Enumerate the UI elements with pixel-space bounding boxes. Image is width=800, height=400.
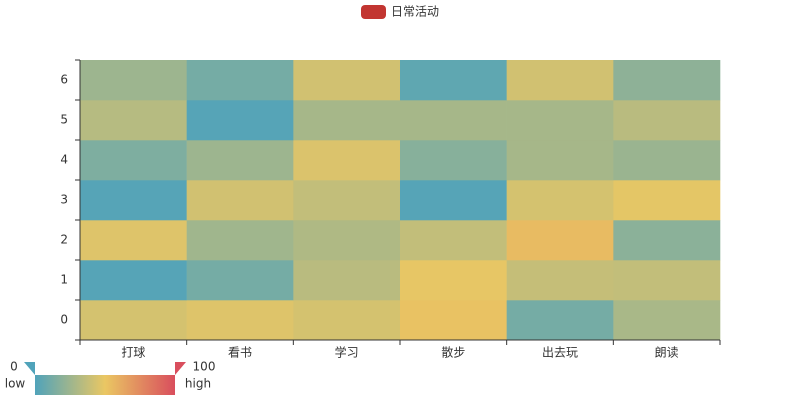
heatmap-cell: [80, 220, 187, 261]
heatmap-cell: [613, 100, 721, 141]
visual-map-handle: [175, 362, 186, 375]
heatmap-cell: [293, 60, 401, 101]
heatmap-cell: [186, 260, 294, 301]
y-tick-label: 1: [60, 273, 68, 287]
x-tick-label: 散步: [441, 345, 465, 360]
heatmap-cell: [80, 140, 187, 181]
y-tick-label: 6: [60, 73, 68, 87]
visual-map-handle: [24, 362, 35, 375]
heatmap-cell: [293, 300, 401, 341]
heatmap-cell: [400, 140, 507, 181]
heatmap-cell: [506, 260, 614, 301]
heatmap-cell: [506, 300, 614, 341]
heatmap-cell: [400, 180, 507, 221]
heatmap-cell: [293, 220, 401, 261]
y-tick-label: 0: [60, 313, 68, 327]
legend-label[interactable]: 日常活动: [391, 5, 439, 19]
visual-map-bar: [35, 375, 175, 395]
heatmap-cell: [506, 180, 614, 221]
y-tick-label: 4: [60, 153, 68, 167]
heatmap-cell: [80, 60, 187, 101]
y-tick-label: 5: [60, 113, 68, 127]
x-tick-label: 出去玩: [542, 346, 578, 360]
heatmap-cell: [186, 300, 294, 341]
heatmap-cell: [186, 140, 294, 181]
heatmap-cell: [80, 180, 187, 221]
heatmap-cell: [186, 180, 294, 221]
x-tick-label: 学习: [335, 345, 359, 360]
visual-map-min: 0: [10, 360, 18, 374]
x-tick-label: 朗读: [655, 346, 679, 360]
heatmap-cell: [400, 60, 507, 101]
y-tick-label: 3: [60, 193, 68, 207]
heatmap-cell: [186, 220, 294, 261]
legend-swatch[interactable]: [361, 5, 386, 19]
heatmap-cell: [293, 260, 401, 301]
visual-map-max: 100: [193, 360, 216, 374]
visual-map-high: high: [185, 377, 211, 391]
heatmap-cell: [80, 100, 187, 141]
heatmap-cell: [80, 260, 187, 301]
heatmap-cell: [613, 260, 721, 301]
heatmap-cell: [186, 60, 294, 101]
heatmap-cell: [400, 220, 507, 261]
heatmap-cell: [613, 60, 721, 101]
heatmap-cell: [506, 60, 614, 101]
x-tick-label: 看书: [228, 346, 252, 360]
heatmap-cell: [506, 100, 614, 141]
heatmap-cell: [613, 180, 721, 221]
heatmap-cell: [80, 300, 187, 341]
heatmap-cell: [613, 300, 721, 341]
heatmap-cell: [506, 140, 614, 181]
heatmap-cell: [613, 140, 721, 181]
heatmap-cell: [506, 220, 614, 261]
heatmap-cell: [400, 300, 507, 341]
heatmap-cell: [293, 100, 401, 141]
heatmap-cell: [293, 140, 401, 181]
heatmap-cell: [186, 100, 294, 141]
heatmap-cell: [400, 100, 507, 141]
heatmap-cell: [400, 260, 507, 301]
visual-map-low: low: [5, 377, 26, 391]
y-tick-label: 2: [60, 233, 68, 247]
heatmap-cell: [293, 180, 401, 221]
heatmap-cell: [613, 220, 721, 261]
x-tick-label: 打球: [121, 346, 145, 360]
